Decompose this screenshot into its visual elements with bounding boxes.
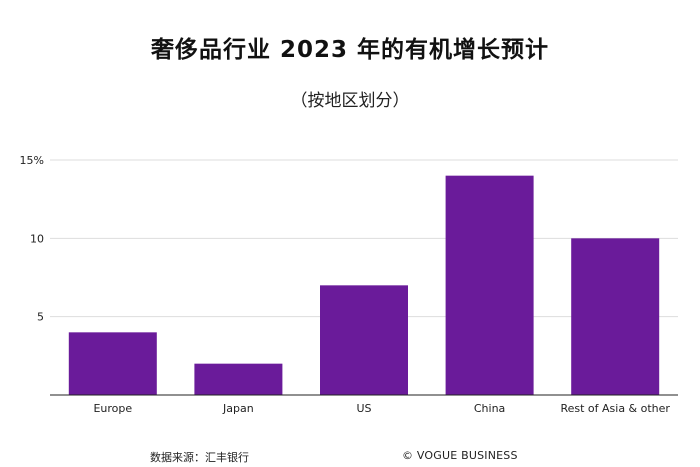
y-tick-label: 10 <box>30 232 44 245</box>
chart-subtitle: （按地区划分） <box>290 91 410 111</box>
bar <box>320 285 408 395</box>
x-tick-label: Europe <box>93 402 132 415</box>
chart-title: 奢侈品行业 2023 年的有机增长预计 <box>150 37 550 63</box>
x-tick-label: US <box>356 402 371 415</box>
y-tick-label: 5 <box>37 311 44 324</box>
bar <box>445 175 534 395</box>
y-tick-label: 15% <box>20 154 44 167</box>
brand-credit: © VOGUE BUSINESS <box>402 449 518 462</box>
bar <box>68 332 157 395</box>
bar <box>194 363 283 395</box>
x-tick-label: Japan <box>222 402 254 415</box>
bar <box>571 238 660 395</box>
x-tick-label: Rest of Asia & other <box>560 402 670 415</box>
x-tick-label: China <box>474 402 505 415</box>
source-note: 数据来源：汇丰银行 <box>150 451 249 464</box>
